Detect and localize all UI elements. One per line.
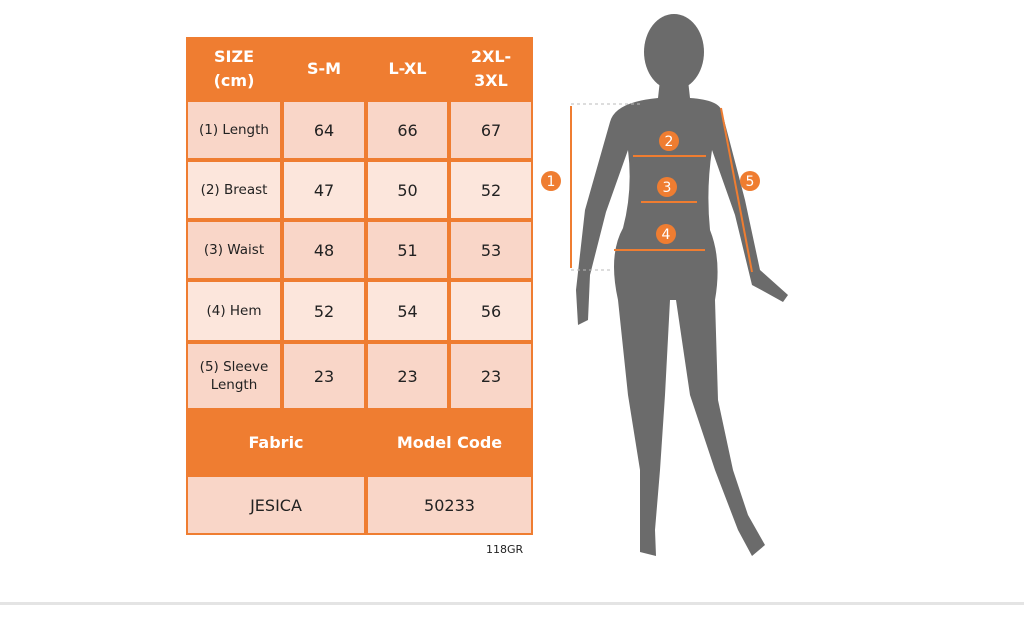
marker-circle: [740, 171, 760, 191]
cell: 56: [449, 280, 533, 342]
marker-circle: [541, 171, 561, 191]
marker-label: 5: [746, 174, 755, 190]
cell: 52: [282, 280, 366, 342]
marker-label: 2: [665, 134, 674, 150]
cell: 50: [366, 160, 449, 220]
header-cell: SIZE (cm): [186, 37, 282, 100]
footer-value: JESICA: [186, 475, 366, 535]
divider: [0, 602, 1024, 605]
cell: 23: [449, 342, 533, 410]
marker-label: 4: [662, 227, 671, 243]
marker-circle: [657, 177, 677, 197]
cell: 23: [366, 342, 449, 410]
measure-lines: [570, 103, 753, 273]
cell: 67: [449, 100, 533, 160]
cell: 53: [449, 220, 533, 280]
marker-circle: [656, 224, 676, 244]
footer-value: 50233: [366, 475, 533, 535]
header-cell: 2XL-3XL: [449, 37, 533, 100]
row-label: (1) Length: [186, 100, 282, 160]
footer-header: Model Code: [366, 410, 533, 475]
marker-label: 3: [663, 180, 672, 196]
cell: 48: [282, 220, 366, 280]
row-label: (2) Breast: [186, 160, 282, 220]
cell: 64: [282, 100, 366, 160]
header-cell: L-XL: [366, 37, 449, 100]
header-cell: S-M: [282, 37, 366, 100]
cell: 23: [282, 342, 366, 410]
row-label: (4) Hem: [186, 280, 282, 342]
footer-header: Fabric: [186, 410, 366, 475]
row-label: (5) Sleeve Length: [186, 342, 282, 410]
silhouette: [576, 14, 788, 556]
cell: 66: [366, 100, 449, 160]
cell: 54: [366, 280, 449, 342]
row-label: (3) Waist: [186, 220, 282, 280]
product-code: 118GR: [486, 543, 524, 556]
cell: 47: [282, 160, 366, 220]
marker-label: 1: [547, 174, 556, 190]
marker-circle: [659, 131, 679, 151]
cell: 51: [366, 220, 449, 280]
cell: 52: [449, 160, 533, 220]
